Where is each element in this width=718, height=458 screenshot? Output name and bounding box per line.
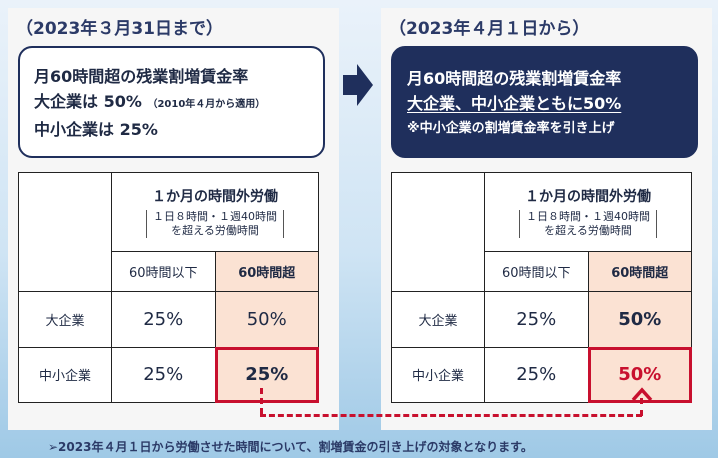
col-header-under60: 60時間以下 <box>484 251 589 292</box>
col-header-under60: 60時間以下 <box>111 251 216 292</box>
table-corner <box>18 172 112 292</box>
rule-box-after: 月60時間超の残業割増賃金率 大企業、中小企業ともに50% ※中小企業の割増賃金… <box>391 46 698 158</box>
cell-large-under60: 25% <box>484 291 589 348</box>
connector-up <box>640 398 643 416</box>
rule-line-2-note: （2010年４月から適用） <box>147 99 266 110</box>
row-label-sme: 中小企業 <box>18 346 112 403</box>
header-subtitle: １日８時間・１週40時間 を超える労働時間 <box>146 209 284 238</box>
header-sub-1: １日８時間・１週40時間 <box>153 209 277 223</box>
arrow-right-icon <box>343 64 373 106</box>
header-subtitle: １日８時間・１週40時間 を超える労働時間 <box>519 209 657 238</box>
row-label-large: 大企業 <box>391 291 485 348</box>
connector-down <box>260 388 263 414</box>
before-panel: （2023年３月31日まで） 月60時間超の残業割増賃金率 大企業は 50% （… <box>8 8 339 430</box>
rule-line-2: 大企業、中小企業ともに50% <box>407 94 622 113</box>
header-title: １か月の時間外労働 <box>152 188 278 205</box>
rule-line-2: 大企業は 50% （2010年４月から適用） <box>34 89 323 117</box>
connector-across <box>260 414 642 417</box>
table-corner <box>391 172 485 292</box>
rule-line-3: 中小企業は 25% <box>34 120 158 139</box>
header-title: １か月の時間外労働 <box>525 188 651 205</box>
cell-sme-over60: 25% <box>214 346 319 403</box>
header-sub-2: を超える労働時間 <box>544 223 632 237</box>
cell-large-over60: 50% <box>587 291 692 348</box>
cell-large-under60: 25% <box>111 291 216 348</box>
row-label-sme: 中小企業 <box>391 346 485 403</box>
rule-line-1: 月60時間超の残業割増賃金率 <box>34 67 249 86</box>
rate-table-before: １か月の時間外労働 １日８時間・１週40時間 を超える労働時間 60時間以下 6… <box>18 172 319 403</box>
rule-box-before: 月60時間超の残業割増賃金率 大企業は 50% （2010年４月から適用） 中小… <box>18 46 325 158</box>
period-title-before: （2023年３月31日まで） <box>16 19 223 39</box>
col-header-over60: 60時間超 <box>587 251 692 292</box>
rule-line-2-text: 大企業は 50% <box>34 92 142 111</box>
cell-large-over60: 50% <box>214 291 319 348</box>
after-panel: （2023年４月１日から） 月60時間超の残業割増賃金率 大企業、中小企業ともに… <box>381 8 712 430</box>
header-sub-1: １日８時間・１週40時間 <box>526 209 650 223</box>
arrow-up-icon <box>631 387 653 402</box>
row-label-large: 大企業 <box>18 291 112 348</box>
table-header: １か月の時間外労働 １日８時間・１週40時間 を超える労働時間 <box>111 172 319 252</box>
rule-line-1: 月60時間超の残業割増賃金率 <box>407 69 622 88</box>
cell-sme-under60: 25% <box>484 346 589 403</box>
col-header-over60: 60時間超 <box>214 251 319 292</box>
rate-table-after: １か月の時間外労働 １日８時間・１週40時間 を超える労働時間 60時間以下 6… <box>391 172 692 403</box>
footer-note: ➢2023年４月１日から労働させた時間について、割増賃金の引き上げの対象となりま… <box>48 440 533 454</box>
table-header: １か月の時間外労働 １日８時間・１週40時間 を超える労働時間 <box>484 172 692 252</box>
header-sub-2: を超える労働時間 <box>171 223 259 237</box>
period-title-after: （2023年４月１日から） <box>389 19 590 39</box>
rule-line-3: ※中小企業の割増賃金率を引き上げ <box>407 121 615 136</box>
cell-sme-under60: 25% <box>111 346 216 403</box>
